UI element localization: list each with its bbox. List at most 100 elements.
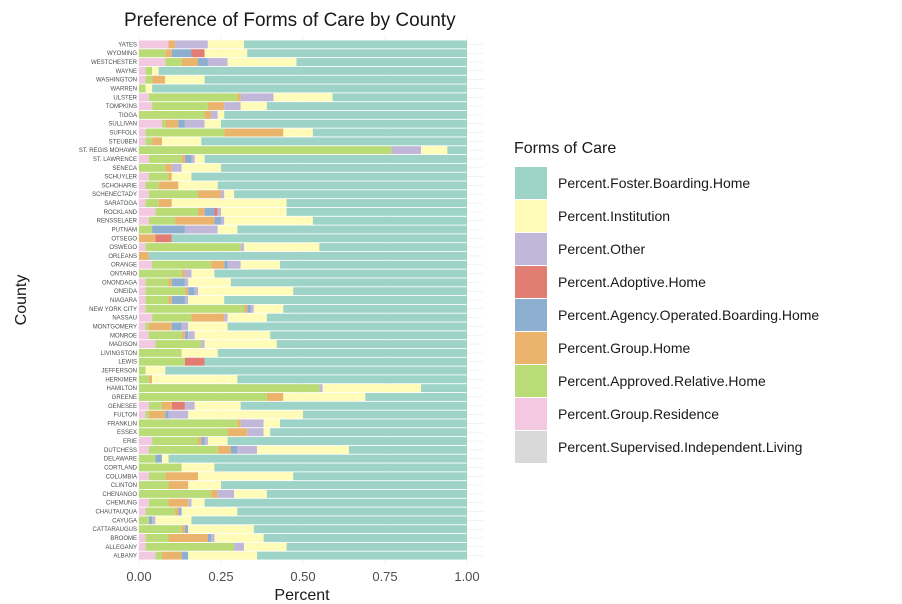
bar-segment	[243, 304, 248, 313]
bar-segment	[139, 463, 182, 472]
bar-segment	[171, 172, 192, 181]
y-tick-label: COLUMBIA	[106, 474, 137, 480]
bar-segment	[168, 296, 172, 304]
bar-segment	[145, 181, 159, 190]
x-tick-label: 0.75	[372, 569, 397, 584]
bar-segment	[204, 155, 467, 163]
bar-segment	[211, 110, 218, 119]
bar-segment	[139, 392, 267, 401]
county-bar-group	[139, 40, 467, 49]
y-tick-label: MONTGOMERY	[93, 324, 137, 330]
y-tick-label: ORLEANS	[108, 254, 137, 260]
bar-segment	[139, 551, 156, 560]
bar-segment	[152, 516, 156, 525]
bar-segment	[217, 181, 467, 190]
bar-segment	[148, 401, 162, 410]
legend-label: Percent.Group.Residence	[558, 406, 719, 422]
bar-segment	[181, 463, 215, 472]
bar-segment	[214, 269, 467, 278]
y-tick-label: TOMPKINS	[106, 104, 137, 110]
bar-segment	[139, 357, 185, 366]
y-tick-label: WARREN	[111, 86, 137, 92]
bar-segment	[280, 419, 467, 428]
bars	[139, 40, 468, 560]
county-bar-group	[139, 392, 467, 401]
y-tick-label: MADISON	[109, 342, 137, 348]
county-bar-group	[139, 489, 467, 498]
bar-segment	[171, 49, 192, 58]
legend-label: Percent.Supervised.Independent.Living	[558, 439, 802, 455]
legend-swatch	[515, 167, 547, 199]
bar-segment	[168, 278, 172, 287]
x-tick-label: 0.50	[290, 569, 315, 584]
bar-segment	[171, 322, 182, 331]
y-tick-label: ALLEGANY	[105, 545, 137, 551]
bar-segment	[227, 260, 241, 269]
bar-segment	[263, 428, 271, 437]
bar-segment	[188, 322, 228, 331]
bar-segment	[217, 110, 225, 119]
bar-segment	[207, 58, 228, 66]
bar-segment	[145, 322, 149, 331]
bar-segment	[165, 163, 172, 172]
bar-segment	[217, 207, 221, 216]
y-tick-label: ERIE	[123, 439, 137, 445]
y-tick-label: SULLIVAN	[108, 122, 137, 128]
bar-segment	[155, 234, 172, 243]
county-bar-group	[139, 401, 467, 410]
bar-segment	[139, 190, 149, 199]
bar-segment	[184, 331, 189, 340]
y-tick-label: GREENE	[112, 395, 137, 401]
county-bar-group	[139, 454, 467, 463]
bar-segment	[188, 296, 225, 304]
bar-segment	[207, 437, 228, 445]
bar-segment	[184, 269, 192, 278]
bar-segment	[139, 234, 156, 243]
bar-segment	[148, 216, 176, 225]
bar-segment	[145, 304, 244, 313]
y-tick-label: ROCKLAND	[104, 210, 138, 216]
bar-segment	[152, 375, 238, 384]
bar-segment	[181, 269, 185, 278]
bar-segment	[201, 340, 205, 349]
bar-segment	[145, 278, 169, 287]
county-bar-group	[139, 296, 467, 304]
y-axis-title: County	[13, 275, 30, 326]
county-bar-group	[139, 163, 467, 172]
bar-segment	[214, 207, 218, 216]
county-bar-group	[139, 66, 467, 75]
bar-segment	[332, 93, 467, 102]
y-tick-label: NASSAU	[112, 316, 137, 322]
bar-segment	[191, 269, 215, 278]
bar-segment	[207, 40, 244, 49]
bar-segment	[293, 472, 467, 481]
bar-segment	[139, 366, 146, 375]
bar-segment	[257, 445, 349, 454]
y-tick-label: SENECA	[112, 166, 137, 172]
bar-segment	[198, 437, 202, 445]
bar-segment	[224, 110, 467, 119]
bar-segment	[145, 534, 169, 542]
bar-segment	[155, 340, 202, 349]
bar-segment	[168, 40, 176, 49]
y-axis-tick-labels: YATES WYOMING WESTCHESTER WAYNE WASHINGTON WA…	[79, 42, 138, 559]
county-bar-group	[139, 507, 467, 516]
bar-segment	[447, 146, 467, 155]
legend-swatch	[515, 233, 547, 265]
bar-segment	[312, 216, 467, 225]
bar-segment	[181, 163, 221, 172]
county-bar-group	[139, 260, 467, 269]
county-bar-group	[139, 322, 467, 331]
y-tick-label: ALBANY	[113, 554, 137, 560]
bar-segment	[224, 190, 235, 199]
bar-segment	[224, 313, 228, 322]
bar-segment	[204, 498, 467, 507]
bar-segment	[286, 207, 467, 216]
bar-segment	[286, 199, 467, 208]
bar-segment	[217, 445, 231, 454]
bar-segment	[148, 172, 169, 181]
county-bar-group	[139, 269, 467, 278]
county-bar-group	[139, 525, 467, 534]
county-bar-group	[139, 357, 467, 366]
bar-segment	[198, 472, 294, 481]
